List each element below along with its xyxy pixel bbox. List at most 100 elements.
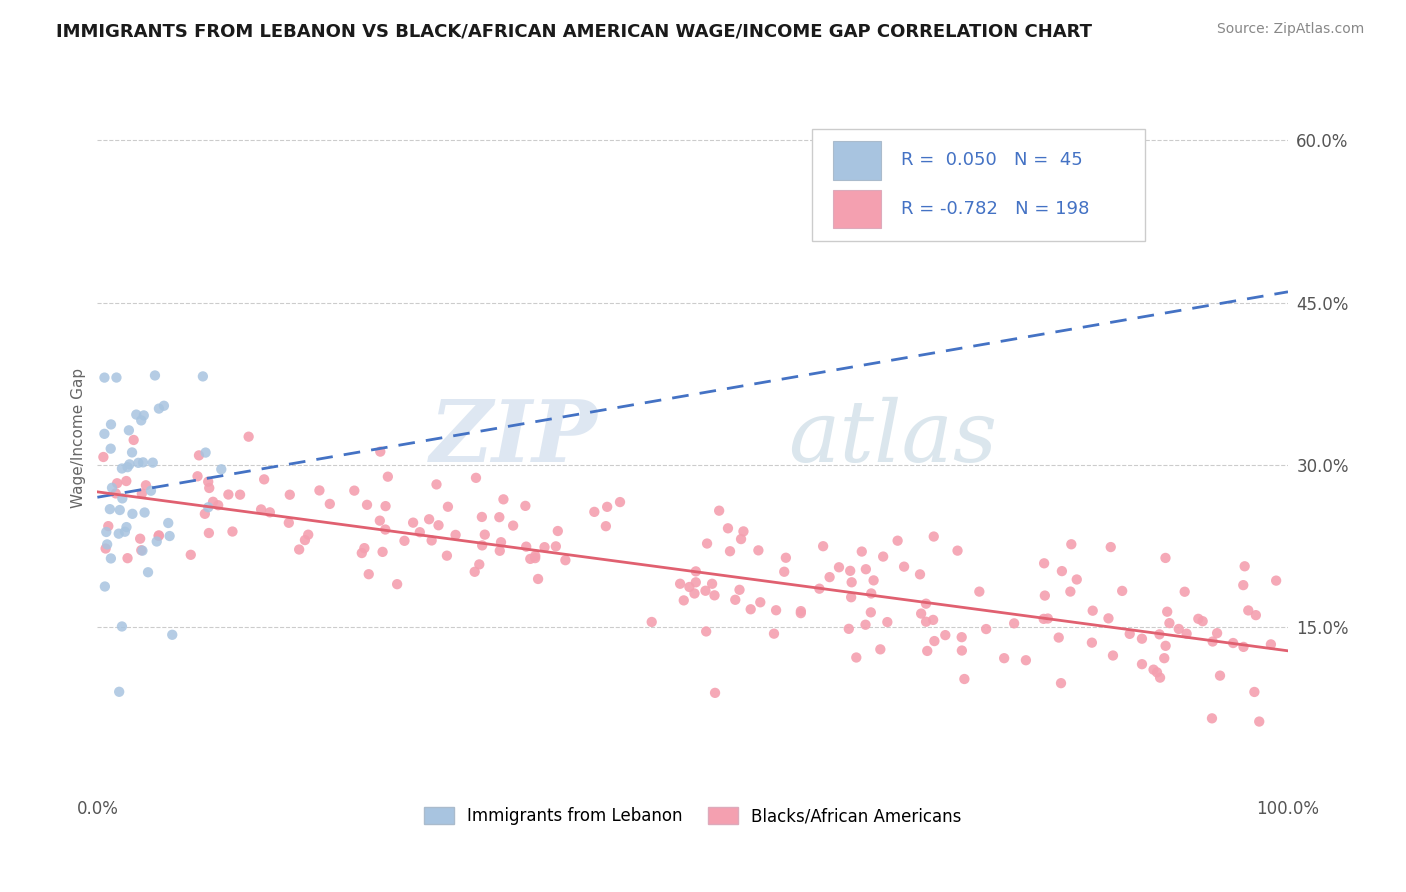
Point: [350, 546, 373, 560]
Point: [924, 634, 946, 648]
Point: [515, 540, 537, 554]
Point: [114, 524, 136, 539]
Point: [111, 491, 134, 506]
Point: [527, 572, 550, 586]
Point: [515, 499, 537, 513]
Point: [1118, 627, 1140, 641]
Point: [703, 588, 725, 602]
Point: [207, 498, 229, 512]
Point: [717, 521, 740, 535]
Point: [733, 524, 755, 539]
Point: [1201, 711, 1223, 725]
Point: [488, 543, 510, 558]
Point: [111, 619, 134, 633]
Point: [105, 370, 128, 384]
Point: [377, 469, 399, 483]
Point: [353, 541, 375, 555]
Point: [94, 541, 117, 556]
Point: [1066, 573, 1088, 587]
FancyBboxPatch shape: [834, 190, 880, 228]
Point: [1201, 634, 1223, 648]
Point: [142, 456, 165, 470]
Point: [1102, 648, 1125, 663]
Point: [860, 586, 883, 600]
Point: [217, 487, 239, 501]
Point: [1149, 671, 1171, 685]
Point: [489, 535, 512, 549]
Point: [502, 518, 524, 533]
Point: [197, 475, 219, 489]
Point: [319, 497, 342, 511]
Point: [374, 523, 396, 537]
Point: [1059, 584, 1081, 599]
Point: [915, 615, 938, 629]
Point: [1154, 550, 1177, 565]
Point: [153, 399, 176, 413]
Point: [385, 577, 408, 591]
Point: [145, 534, 167, 549]
Point: [765, 603, 787, 617]
Text: atlas: atlas: [787, 396, 997, 479]
Point: [427, 518, 450, 533]
Point: [609, 495, 631, 509]
Point: [707, 504, 730, 518]
Legend: Immigrants from Lebanon, Blacks/African Americans: Immigrants from Lebanon, Blacks/African …: [416, 798, 970, 834]
Point: [98, 502, 121, 516]
Point: [1153, 651, 1175, 665]
Point: [131, 486, 153, 500]
Point: [115, 520, 138, 534]
Point: [420, 533, 443, 548]
Point: [855, 617, 877, 632]
Point: [357, 567, 380, 582]
Point: [294, 533, 316, 547]
Point: [596, 500, 619, 514]
Point: [1175, 626, 1198, 640]
Point: [259, 505, 281, 519]
Point: [288, 542, 311, 557]
Point: [129, 413, 152, 427]
Point: [1206, 626, 1229, 640]
Point: [1191, 614, 1213, 628]
Point: [125, 408, 148, 422]
Point: [117, 551, 139, 566]
Point: [118, 423, 141, 437]
Point: [121, 507, 143, 521]
Point: [922, 529, 945, 543]
Point: [297, 527, 319, 541]
Point: [1237, 603, 1260, 617]
Point: [1002, 616, 1025, 631]
Point: [471, 510, 494, 524]
Point: [1222, 636, 1244, 650]
Point: [1167, 622, 1189, 636]
Point: [685, 565, 707, 579]
Point: [134, 506, 156, 520]
Point: [343, 483, 366, 498]
Point: [1081, 635, 1104, 649]
Point: [162, 628, 184, 642]
Point: [194, 507, 217, 521]
Point: [139, 483, 162, 498]
Point: [1111, 583, 1133, 598]
Point: [93, 370, 115, 384]
Point: [96, 537, 118, 551]
Point: [101, 481, 124, 495]
Point: [773, 565, 796, 579]
Point: [1244, 608, 1267, 623]
Point: [188, 449, 211, 463]
Point: [278, 488, 301, 502]
Point: [946, 543, 969, 558]
Point: [402, 516, 425, 530]
Point: [425, 477, 447, 491]
Point: [855, 562, 877, 576]
Point: [524, 549, 547, 563]
Point: [148, 529, 170, 543]
Point: [129, 543, 152, 558]
Point: [250, 502, 273, 516]
Point: [700, 576, 723, 591]
Point: [828, 560, 851, 574]
Point: [368, 514, 391, 528]
Point: [118, 458, 141, 472]
Point: [186, 469, 208, 483]
Point: [229, 488, 252, 502]
Point: [94, 580, 117, 594]
